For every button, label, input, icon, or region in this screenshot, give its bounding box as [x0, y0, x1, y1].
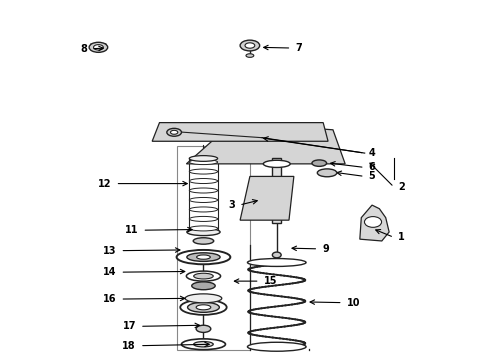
Ellipse shape	[171, 130, 178, 134]
Ellipse shape	[189, 216, 218, 221]
Ellipse shape	[185, 294, 222, 303]
Ellipse shape	[240, 40, 260, 51]
Ellipse shape	[263, 160, 290, 167]
Ellipse shape	[176, 250, 230, 264]
Bar	[272, 158, 281, 223]
Text: 12: 12	[98, 179, 112, 189]
Ellipse shape	[318, 169, 337, 177]
Text: 3: 3	[228, 200, 235, 210]
Ellipse shape	[196, 305, 211, 310]
Ellipse shape	[187, 228, 220, 235]
Ellipse shape	[167, 129, 181, 136]
Text: 1: 1	[398, 232, 405, 242]
Ellipse shape	[192, 282, 215, 290]
Text: 6: 6	[368, 162, 375, 172]
Text: 5: 5	[368, 171, 375, 181]
Ellipse shape	[272, 252, 281, 258]
Polygon shape	[240, 176, 294, 220]
Polygon shape	[186, 123, 345, 164]
Text: 7: 7	[295, 43, 302, 53]
Text: 13: 13	[103, 246, 117, 256]
Text: 11: 11	[125, 225, 139, 235]
Ellipse shape	[196, 325, 211, 332]
Ellipse shape	[196, 255, 210, 259]
Text: 8: 8	[80, 44, 87, 54]
Ellipse shape	[189, 198, 218, 202]
Ellipse shape	[189, 159, 218, 165]
Ellipse shape	[188, 302, 220, 312]
Polygon shape	[360, 205, 389, 241]
Text: 4: 4	[368, 148, 375, 158]
Ellipse shape	[246, 54, 254, 57]
Ellipse shape	[187, 253, 220, 261]
Text: 14: 14	[103, 267, 117, 277]
Ellipse shape	[189, 226, 218, 231]
Ellipse shape	[193, 238, 214, 244]
Ellipse shape	[189, 207, 218, 212]
Ellipse shape	[245, 43, 255, 48]
Ellipse shape	[94, 45, 103, 50]
Ellipse shape	[194, 342, 213, 347]
Ellipse shape	[189, 156, 218, 161]
Ellipse shape	[365, 217, 382, 227]
Ellipse shape	[186, 271, 220, 281]
Text: 17: 17	[122, 321, 136, 331]
Ellipse shape	[89, 42, 108, 52]
Ellipse shape	[189, 188, 218, 193]
Text: 18: 18	[122, 341, 136, 351]
Ellipse shape	[247, 342, 306, 351]
Polygon shape	[152, 123, 328, 141]
Text: 16: 16	[103, 294, 117, 304]
Ellipse shape	[312, 160, 327, 166]
Ellipse shape	[180, 300, 227, 315]
Text: 9: 9	[322, 244, 329, 254]
Ellipse shape	[194, 273, 213, 279]
Text: 10: 10	[346, 298, 360, 308]
Text: 15: 15	[264, 276, 277, 286]
Bar	[176, 146, 250, 350]
Text: 2: 2	[398, 182, 405, 192]
Ellipse shape	[189, 169, 218, 174]
Ellipse shape	[189, 179, 218, 184]
Ellipse shape	[247, 258, 306, 266]
Ellipse shape	[181, 339, 225, 350]
